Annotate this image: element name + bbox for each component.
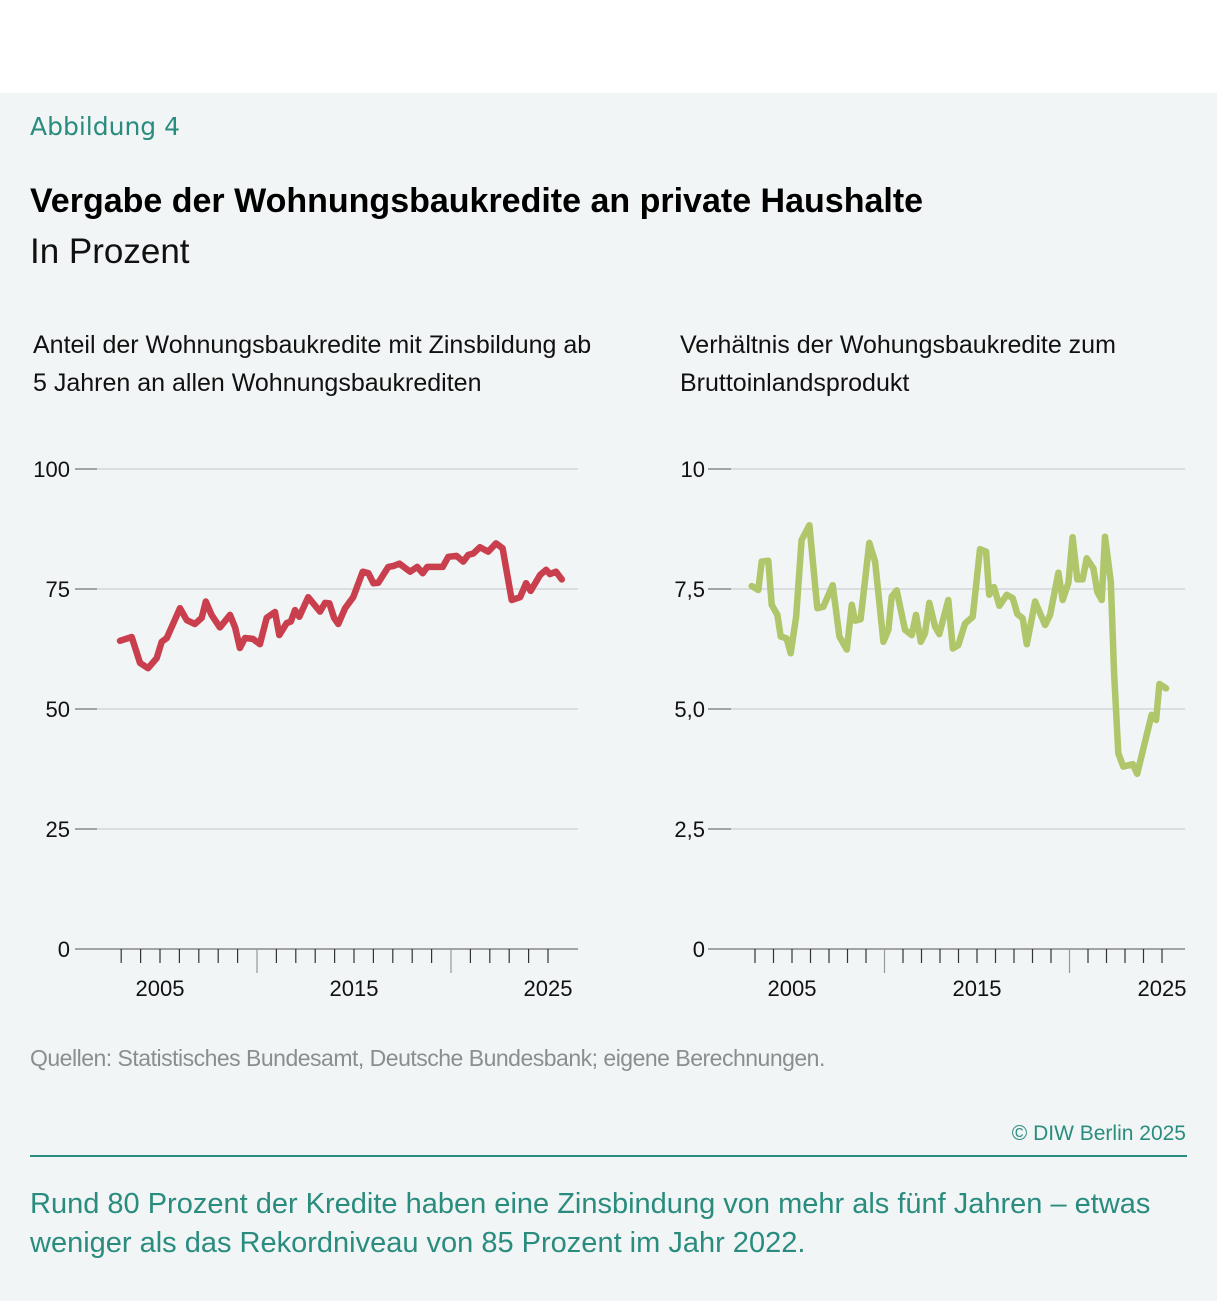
series-line — [116, 540, 566, 672]
copyright: © DIW Berlin 2025 — [1011, 1122, 1186, 1145]
x-tick-label: 2025 — [1138, 976, 1187, 1001]
figure-subtitle: In Prozent — [30, 232, 190, 271]
y-tick-label: 100 — [33, 457, 70, 482]
x-tick-label: 2015 — [330, 976, 379, 1001]
figure-label: Abbildung 4 — [30, 112, 181, 141]
y-tick-label: 0 — [58, 937, 70, 962]
left-chart-title: Anteil der Wohnungsbaukredite mit Zinsbi… — [33, 331, 592, 397]
source-note: Quellen: Statistisches Bundesamt, Deutsc… — [30, 1045, 825, 1071]
x-tick-label: 2005 — [136, 976, 185, 1001]
y-tick-label: 7,5 — [674, 577, 705, 602]
left-chart: 0 25 50 75 100 2005 2015 2025 — [33, 457, 578, 1001]
right-chart: 0 2,5 5,0 7,5 10 2005 2015 2025 — [674, 457, 1186, 1001]
y-tick-label: 75 — [46, 577, 70, 602]
y-tick-label: 2,5 — [674, 817, 705, 842]
x-tick-label: 2015 — [953, 976, 1002, 1001]
y-tick-label: 5,0 — [674, 697, 705, 722]
series-line — [748, 521, 1170, 778]
caption: Rund 80 Prozent der Kredite haben eine Z… — [30, 1188, 1151, 1259]
y-tick-label: 10 — [681, 457, 705, 482]
figure-panel — [0, 93, 1217, 1301]
y-tick-label: 25 — [46, 817, 70, 842]
x-tick-label: 2025 — [524, 976, 573, 1001]
right-chart-title: Verhältnis der Wohungsbaukredite zum Bru… — [680, 331, 1116, 397]
figure-title: Vergabe der Wohnungsbaukredite an privat… — [30, 182, 924, 220]
y-tick-label: 50 — [46, 697, 70, 722]
divider — [30, 1155, 1187, 1157]
x-tick-label: 2005 — [768, 976, 817, 1001]
y-tick-label: 0 — [693, 937, 705, 962]
